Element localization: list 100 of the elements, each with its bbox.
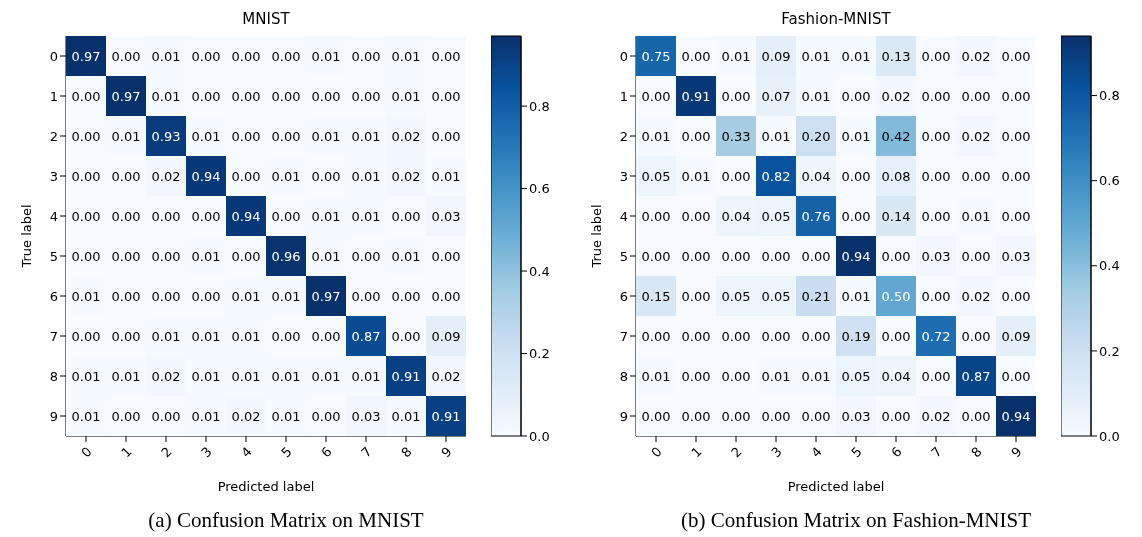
- data-label: 0.13: [881, 48, 911, 64]
- data-label: 0.01: [191, 248, 221, 264]
- data-label: 0.03: [431, 208, 461, 224]
- data-label: 0.87: [961, 368, 991, 384]
- data-label: 0.01: [761, 128, 791, 144]
- data-label: 0.01: [231, 288, 261, 304]
- data-label: 0.00: [921, 88, 951, 104]
- color-bar-label: 0.0: [529, 428, 550, 444]
- data-label: 0.00: [231, 48, 261, 64]
- data-label: 0.01: [681, 168, 711, 184]
- data-label: 0.00: [761, 408, 791, 424]
- data-label: 0.97: [111, 88, 141, 104]
- data-label: 0.91: [391, 368, 421, 384]
- data-label: 0.01: [191, 368, 221, 384]
- data-label: 0.05: [641, 168, 671, 184]
- x-tick-label: 1: [688, 444, 705, 461]
- data-label: 0.00: [71, 88, 101, 104]
- y-axis-title: True label: [588, 204, 604, 269]
- y-tick-label: 4: [49, 208, 58, 224]
- data-label: 0.01: [801, 88, 831, 104]
- data-label: 0.00: [921, 128, 951, 144]
- data-label: 0.01: [311, 128, 341, 144]
- data-label: 0.09: [1001, 328, 1031, 344]
- data-label: 0.01: [231, 368, 261, 384]
- data-label: 0.00: [881, 328, 911, 344]
- data-label: 0.01: [111, 128, 141, 144]
- x-tick-label: 0: [648, 444, 665, 461]
- color-bar-label: 0.2: [529, 346, 550, 362]
- data-label: 0.21: [801, 288, 831, 304]
- data-label: 0.01: [271, 168, 301, 184]
- data-label: 0.01: [151, 48, 181, 64]
- color-bar-label: 0.2: [1099, 343, 1120, 359]
- y-tick-label: 7: [619, 328, 628, 344]
- data-label: 0.02: [921, 408, 951, 424]
- y-tick-label: 3: [619, 168, 628, 184]
- data-label: 0.00: [761, 248, 791, 264]
- data-label: 0.01: [351, 368, 381, 384]
- data-label: 0.00: [681, 248, 711, 264]
- data-label: 0.00: [391, 288, 421, 304]
- data-label: 0.00: [881, 408, 911, 424]
- y-tick-label: 2: [49, 128, 58, 144]
- y-tick-label: 1: [619, 88, 628, 104]
- data-label: 0.00: [1001, 128, 1031, 144]
- data-label: 0.00: [391, 208, 421, 224]
- y-tick-label: 5: [49, 248, 58, 264]
- data-label: 0.07: [761, 88, 791, 104]
- x-tick-label: 2: [158, 444, 175, 461]
- data-label: 0.00: [921, 208, 951, 224]
- data-label: 0.02: [151, 168, 181, 184]
- data-label: 0.00: [1001, 48, 1031, 64]
- data-label: 0.00: [641, 408, 671, 424]
- data-label: 0.01: [431, 168, 461, 184]
- data-label: 0.02: [151, 368, 181, 384]
- data-label: 0.00: [231, 248, 261, 264]
- data-label: 0.01: [311, 48, 341, 64]
- data-label: 0.03: [351, 408, 381, 424]
- data-label: 0.01: [191, 408, 221, 424]
- data-label: 0.87: [351, 328, 381, 344]
- data-label: 0.00: [351, 248, 381, 264]
- data-label: 0.00: [111, 168, 141, 184]
- data-label: 0.02: [961, 128, 991, 144]
- data-label: 0.00: [431, 88, 461, 104]
- data-label: 0.00: [271, 208, 301, 224]
- y-tick-label: 2: [619, 128, 628, 144]
- data-label: 0.00: [151, 288, 181, 304]
- y-axis-title: True label: [18, 204, 34, 269]
- data-label: 0.91: [681, 88, 711, 104]
- data-label: 0.01: [721, 48, 751, 64]
- y-tick-label: 9: [619, 408, 628, 424]
- data-label: 0.00: [151, 408, 181, 424]
- data-label: 0.01: [351, 128, 381, 144]
- data-label: 0.01: [271, 288, 301, 304]
- data-label: 0.05: [761, 208, 791, 224]
- data-label: 0.00: [961, 248, 991, 264]
- data-label: 0.00: [111, 208, 141, 224]
- data-label: 0.20: [801, 128, 831, 144]
- data-label: 0.01: [71, 408, 101, 424]
- data-label: 0.01: [391, 88, 421, 104]
- data-label: 0.82: [761, 168, 791, 184]
- data-label: 0.00: [271, 128, 301, 144]
- data-label: 0.02: [881, 88, 911, 104]
- data-label: 0.00: [151, 248, 181, 264]
- data-label: 0.02: [391, 168, 421, 184]
- data-label: 0.91: [431, 408, 461, 424]
- data-label: 0.00: [231, 168, 261, 184]
- data-label: 0.00: [351, 288, 381, 304]
- data-label: 0.00: [641, 208, 671, 224]
- data-label: 0.09: [431, 328, 461, 344]
- data-label: 0.00: [191, 288, 221, 304]
- data-label: 0.00: [681, 288, 711, 304]
- data-label: 0.01: [191, 128, 221, 144]
- y-tick-label: 8: [619, 368, 628, 384]
- data-label: 0.03: [1001, 248, 1031, 264]
- data-label: 0.01: [391, 48, 421, 64]
- y-tick-label: 0: [619, 48, 628, 64]
- data-label: 0.00: [681, 368, 711, 384]
- data-label: 0.97: [311, 288, 341, 304]
- color-bar-label: 0.0: [1099, 428, 1120, 444]
- data-label: 0.00: [721, 248, 751, 264]
- data-label: 0.00: [111, 408, 141, 424]
